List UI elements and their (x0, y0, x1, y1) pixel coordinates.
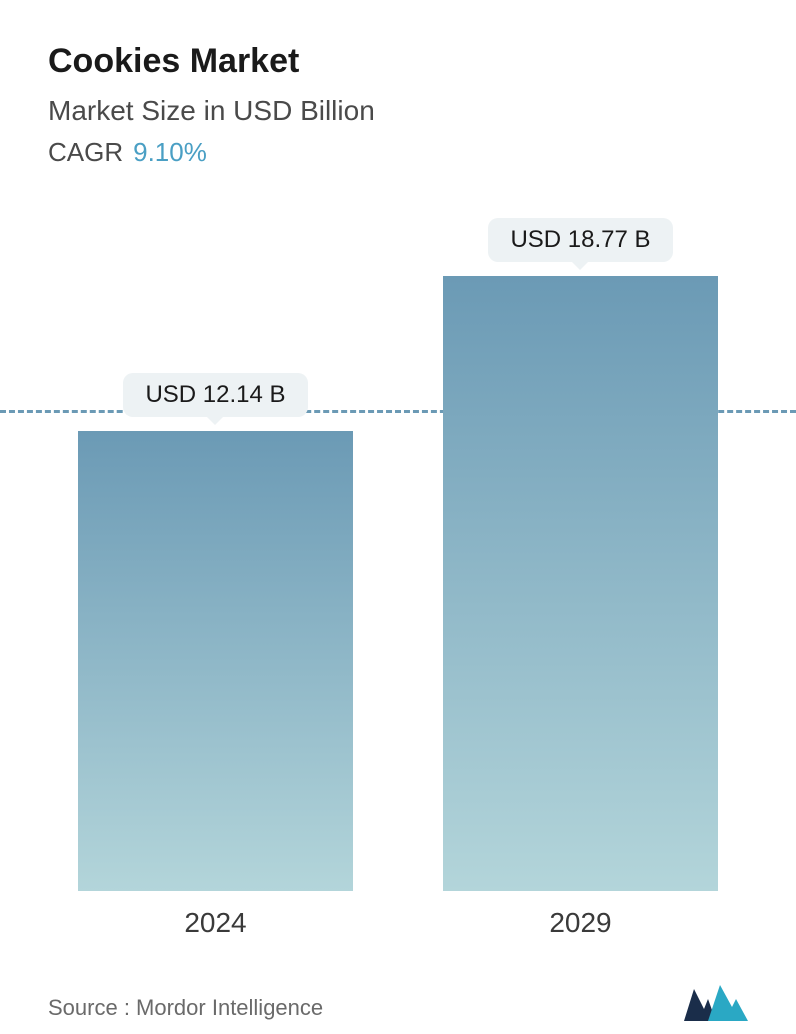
source-text: Source : Mordor Intelligence (48, 995, 323, 1021)
value-badge-0: USD 12.14 B (123, 373, 307, 417)
cagr-value: 9.10% (133, 137, 207, 167)
cagr-label: CAGR (48, 137, 123, 167)
x-label-0: 2024 (184, 907, 246, 939)
logo (684, 981, 748, 1021)
mordor-logo-icon (684, 981, 748, 1021)
bar-group-0: USD 12.14 B 2024 (78, 373, 353, 939)
bar-group-1: USD 18.77 B 2029 (443, 218, 718, 939)
cagr-row: CAGR 9.10% (48, 137, 748, 168)
chart-title: Cookies Market (48, 42, 748, 81)
chart-subtitle: Market Size in USD Billion (48, 95, 748, 127)
bar-0 (78, 431, 353, 891)
value-badge-1: USD 18.77 B (488, 218, 672, 262)
x-label-1: 2029 (549, 907, 611, 939)
bar-1 (443, 276, 718, 891)
chart-area: USD 12.14 B 2024 USD 18.77 B 2029 (48, 218, 748, 959)
footer: Source : Mordor Intelligence (48, 981, 748, 1021)
